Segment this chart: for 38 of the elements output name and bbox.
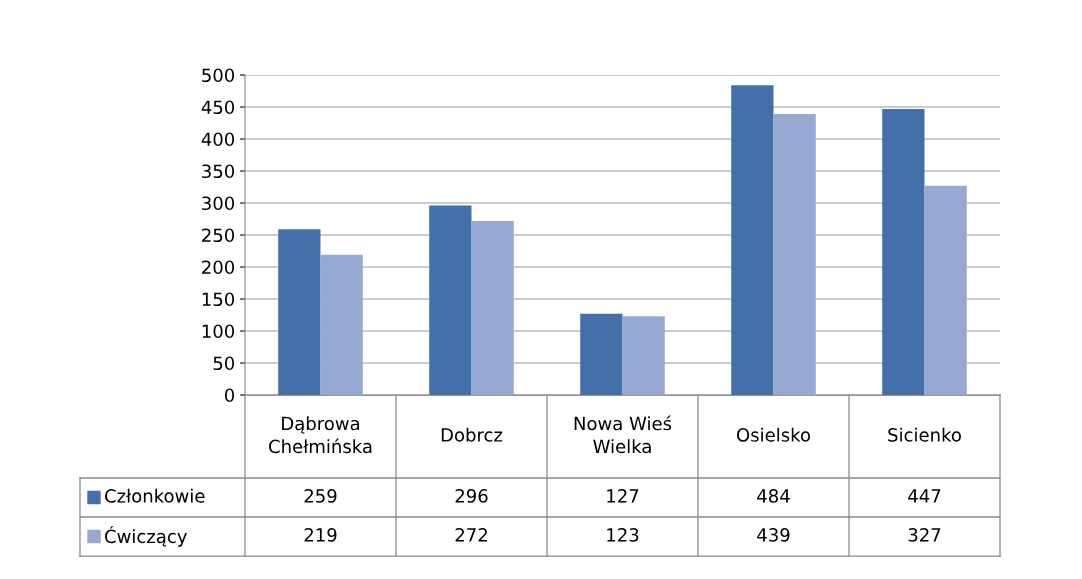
bar: [429, 205, 472, 395]
bar: [471, 220, 514, 395]
y-tick-label: 350: [202, 164, 235, 179]
x-tick-label: Dąbrowa Chełmińska: [269, 416, 372, 454]
data-label: 259: [304, 489, 337, 503]
y-tick-label: 100: [202, 324, 235, 339]
data-label: 439: [757, 528, 790, 542]
y-tick-label: 50: [213, 356, 235, 371]
bar: [278, 229, 321, 395]
y-tick-label: 500: [202, 68, 235, 83]
y-tick-label: 300: [202, 196, 235, 211]
x-tick-label: Dobrcz: [441, 427, 503, 442]
bar: [882, 108, 925, 395]
bar: [731, 85, 774, 395]
data-label: 123: [607, 528, 639, 542]
x-tick-label: Nowa Wieś Wielka: [574, 415, 672, 454]
data-label: 127: [607, 489, 639, 503]
legend-label: Ćwiczący: [105, 526, 187, 547]
y-tick-label: 400: [201, 132, 235, 147]
data-label: 296: [455, 489, 488, 503]
x-tick-label: Osielsko: [737, 427, 811, 442]
data-label: 327: [908, 528, 941, 542]
y-tick-label: 150: [202, 292, 235, 307]
data-label: 484: [757, 489, 790, 503]
data-label: 272: [455, 528, 487, 542]
bar: [622, 316, 665, 395]
bar: [773, 114, 816, 395]
x-tick-label: Sicienko: [888, 427, 961, 442]
data-label: 219: [304, 528, 337, 542]
y-tick-label: 0: [224, 388, 235, 403]
y-tick-label: 250: [202, 228, 235, 243]
y-tick-label: 200: [202, 260, 235, 275]
y-tick-label: 450: [201, 100, 235, 115]
bar: [320, 254, 363, 395]
bar: [580, 313, 623, 395]
data-label: 447: [908, 489, 941, 503]
legend-label: Członkowie: [105, 488, 205, 503]
bar: [924, 185, 967, 395]
